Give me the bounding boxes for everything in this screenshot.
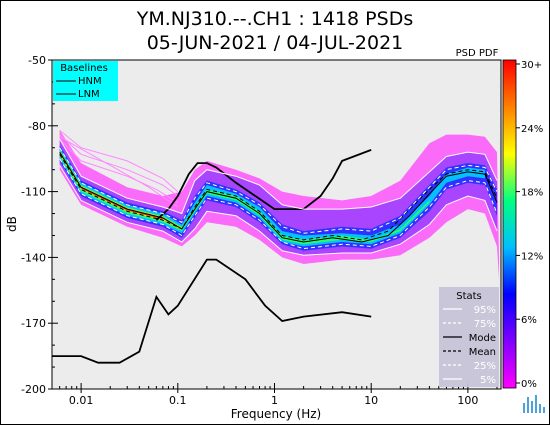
- colorbar-tick-label-5: 0%: [521, 379, 537, 390]
- x-tick-label-2: 1: [271, 394, 278, 407]
- colorbar-tick-label-2: 18%: [521, 188, 543, 199]
- stats-legend-label-0: 95%: [474, 305, 496, 316]
- stats-legend-label-1: 75%: [474, 319, 496, 330]
- stats-legend-label-2: Mode: [469, 333, 496, 344]
- series-line-25pct: [59, 158, 498, 250]
- baselines-legend-title: Baselines: [60, 63, 108, 74]
- colorbar-tick-label-0: 30+: [521, 60, 542, 71]
- y-tick-label-2: -110: [21, 186, 46, 199]
- colorbar-tick-label-4: 6%: [521, 315, 537, 326]
- stats-legend-title: Stats: [456, 291, 482, 302]
- chart-subtitle: 05-JUN-2021 / 04-JUL-2021: [147, 32, 404, 54]
- x-tick-label-4: 100: [457, 394, 478, 407]
- y-tick-label-5: -200: [21, 383, 46, 396]
- stats-legend-label-3: Mean: [469, 347, 496, 358]
- y-tick-label-1: -80: [28, 120, 46, 133]
- y-axis-ticks: -50 -80 -110 -140 -170 -200: [21, 54, 58, 396]
- outlier-line-0: [59, 129, 179, 192]
- plot-border: [51, 59, 502, 390]
- stats-legend-label-4: 25%: [474, 361, 496, 372]
- outlier-line-1: [59, 134, 179, 197]
- chart-title: YM.NJ310.--.CH1 : 1418 PSDs: [136, 8, 413, 30]
- series-line-hnm: [155, 149, 372, 221]
- series-line-95pct: [59, 138, 498, 215]
- station-logo-icon: [523, 395, 545, 413]
- colorbar-label: PSD PDF: [456, 48, 499, 59]
- colorbar-tick-label-1: 24%: [521, 124, 543, 135]
- series-line-mode: [59, 151, 498, 243]
- outlier-psd-lines: [59, 129, 179, 208]
- lnm-legend-label: LNM: [78, 89, 100, 100]
- y-tick-label-3: -140: [21, 251, 46, 264]
- colorbar: [502, 59, 517, 389]
- colorbar-tick-label-3: 12%: [521, 251, 543, 262]
- hnm-legend-label: HNM: [78, 76, 102, 87]
- x-tick-label-1: 0.1: [169, 394, 187, 407]
- series-line-75pct: [59, 147, 498, 234]
- x-axis-ticks: 0.01 0.1 1 10 100: [51, 383, 498, 407]
- x-tick-label-3: 10: [364, 394, 378, 407]
- outlier-line-3: [59, 136, 179, 208]
- series-line-5pct: [59, 165, 498, 256]
- stats-legend-entries: 95% 75% Mode Mean 25% 5%: [443, 305, 496, 386]
- x-axis-label: Frequency (Hz): [231, 407, 322, 421]
- y-axis-label: dB: [5, 216, 19, 232]
- outlier-line-2: [59, 138, 179, 204]
- stats-legend: Stats 95% 75% Mode Mean 25% 5%: [439, 287, 499, 387]
- baselines-legend: Baselines HNM LNM: [53, 61, 118, 101]
- y-tick-label-4: -170: [21, 317, 46, 330]
- series-lines: [52, 138, 498, 364]
- series-line-lnm: [52, 258, 372, 364]
- stats-legend-label-5: 5%: [480, 375, 496, 386]
- colorbar-ticks: 30+ 24% 18% 12% 6% 0%: [516, 60, 543, 390]
- x-tick-label-0: 0.01: [69, 394, 94, 407]
- y-tick-label-0: -50: [28, 54, 46, 67]
